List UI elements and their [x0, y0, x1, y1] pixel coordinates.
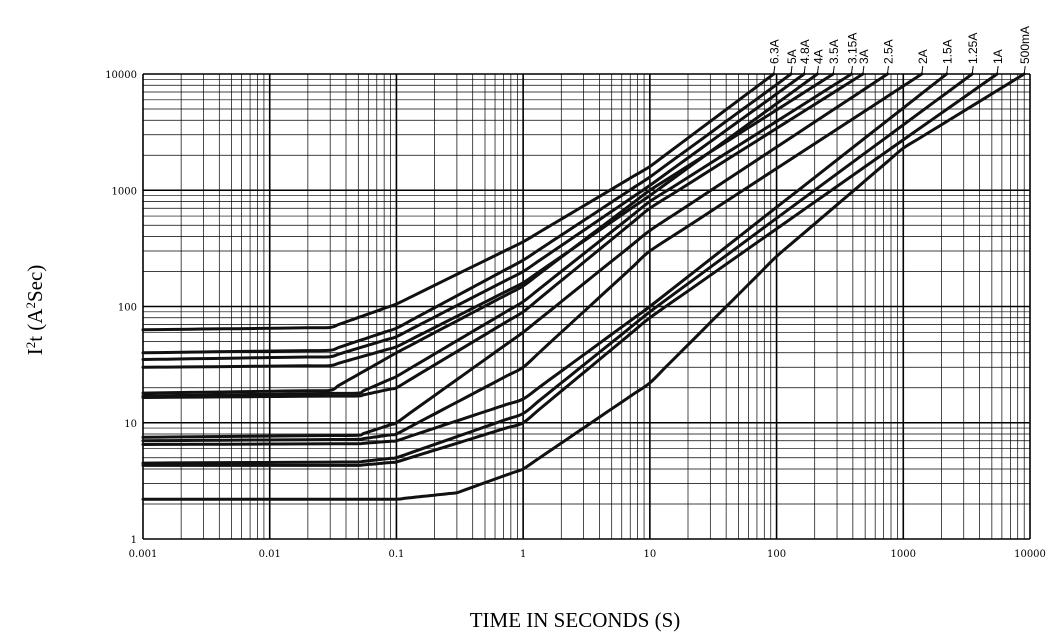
x-tick-label: 0.1 — [388, 549, 404, 560]
series-line — [141, 72, 889, 439]
series-line — [141, 72, 1026, 501]
series-label: 3A — [857, 49, 871, 64]
series-label-leader — [971, 65, 974, 75]
series-label-leader — [886, 65, 889, 75]
y-tick-label: 1000 — [112, 186, 137, 197]
y-axis-title-part: I — [23, 348, 47, 355]
series-label-leader — [946, 65, 949, 75]
series-label: 4A — [811, 49, 825, 64]
y-axis-title-part: t (A — [23, 308, 47, 342]
series-label-leader — [832, 65, 835, 75]
x-tick-label: 10000 — [1014, 549, 1046, 560]
series-label-leader — [790, 65, 793, 75]
series-line — [141, 72, 853, 398]
series-label-leader — [862, 65, 865, 75]
series-label: 1A — [991, 49, 1005, 64]
series-label-leader — [1023, 65, 1026, 75]
y-axis-title-part: Sec) — [23, 265, 47, 302]
series-line — [141, 72, 999, 467]
series-line — [141, 72, 793, 355]
series-label: 3.15A — [845, 33, 859, 64]
series-label: 1.5A — [941, 39, 955, 64]
series-label: 2.5A — [881, 39, 895, 64]
y-axis-title-sup: 2 — [23, 342, 38, 349]
series-label-leader — [803, 65, 806, 75]
series-line — [141, 72, 819, 369]
y-axis-title: I2t (A2Sec) — [23, 265, 48, 356]
x-tick-label: 100 — [767, 549, 786, 560]
grid — [142, 73, 1031, 540]
y-tick-label: 100 — [118, 303, 137, 314]
series-label: 4.8A — [798, 39, 812, 64]
y-tick-label: 10 — [124, 419, 137, 430]
series-line — [141, 72, 924, 443]
y-axis-title-sup: 2 — [23, 302, 38, 309]
series-label-leader — [850, 65, 853, 75]
series-label-leader — [921, 65, 924, 75]
series-line — [141, 72, 835, 395]
curves — [141, 72, 1026, 501]
series-label: 3.5A — [827, 39, 841, 64]
series-label: 2A — [916, 49, 930, 64]
y-tick-label: 10000 — [105, 70, 137, 81]
y-tick-label: 1 — [131, 535, 137, 546]
x-tick-label: 0.01 — [259, 549, 281, 560]
series-label-leader — [816, 65, 819, 75]
series-line — [141, 72, 974, 465]
series-line — [141, 72, 776, 332]
x-axis-title: TIME IN SECONDS (S) — [470, 608, 681, 632]
x-tick-label: 1000 — [891, 549, 916, 560]
x-tick-label: 10 — [643, 549, 656, 560]
series-label-leader — [773, 65, 776, 75]
series-line — [141, 72, 949, 446]
series-label: 5A — [785, 49, 799, 64]
series-line — [141, 72, 806, 361]
x-tick-label: 0.001 — [129, 549, 158, 560]
tick-labels: 0.001 0.01 0.1 1 10 100 1000 10000 1 10 100 1000 100… — [105, 70, 1046, 560]
series-line — [141, 72, 865, 399]
series-label: 500mA — [1018, 26, 1032, 64]
series-label: 1.25A — [966, 33, 980, 64]
x-tick-label: 1 — [520, 549, 526, 560]
series-label: 6.3A — [768, 39, 782, 64]
series-label-leader — [996, 65, 999, 75]
